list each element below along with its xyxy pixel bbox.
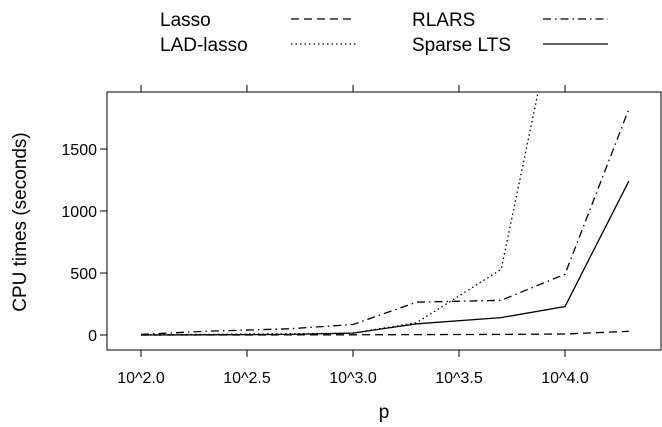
legend: Lasso LAD-lasso RLARS Sparse LTS — [160, 10, 608, 56]
legend-label: RLARS — [412, 10, 475, 31]
y-tick-label: 1000 — [61, 204, 97, 221]
series-line-sparse-lts — [140, 180, 630, 336]
legend-label: Sparse LTS — [412, 35, 511, 56]
legend-label: Lasso — [160, 10, 211, 31]
x-tick-label: 10^2.0 — [117, 370, 165, 387]
x-tick-label: 10^2.5 — [223, 370, 271, 387]
legend-item-sparse-lts: Sparse LTS — [412, 35, 608, 56]
legend-item-lad-lasso: LAD-lasso — [160, 35, 356, 56]
x-axis: 10^2.0 10^2.5 10^3.0 10^3.5 10^4.0 — [117, 85, 589, 387]
y-axis-title: CPU times (seconds) — [10, 132, 31, 312]
plot-area — [106, 91, 662, 351]
series-line-rlars — [140, 109, 630, 336]
y-tick-label: 0 — [88, 328, 97, 345]
y-tick-label: 500 — [70, 266, 97, 283]
x-tick-label: 10^3.5 — [435, 370, 483, 387]
x-tick-label: 10^4.0 — [541, 370, 589, 387]
y-tick-label: 1500 — [61, 142, 97, 159]
x-axis-title: p — [379, 402, 390, 423]
legend-label: LAD-lasso — [160, 35, 248, 56]
legend-item-rlars: RLARS — [412, 10, 608, 31]
legend-item-lasso: Lasso — [160, 10, 356, 31]
x-tick-label: 10^3.0 — [329, 370, 377, 387]
y-axis: 0 500 1000 1500 — [61, 142, 107, 345]
series-lines — [140, 92, 630, 336]
